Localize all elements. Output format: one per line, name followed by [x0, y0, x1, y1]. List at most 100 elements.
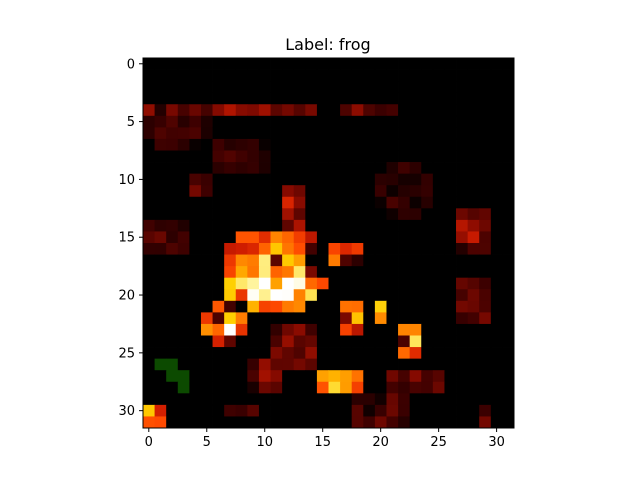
pixel — [363, 138, 376, 151]
pixel — [316, 358, 329, 371]
pixel — [479, 300, 492, 313]
pixel — [293, 69, 306, 82]
pixel — [247, 231, 260, 244]
pixel — [490, 289, 503, 302]
pixel — [247, 393, 260, 406]
pixel — [235, 312, 248, 325]
pixel — [235, 254, 248, 267]
pixel — [479, 404, 492, 417]
pixel — [456, 393, 469, 406]
pixel — [467, 300, 480, 313]
pixel — [212, 347, 225, 360]
pixel — [432, 219, 445, 232]
plot-frame — [142, 57, 515, 429]
pixel — [432, 115, 445, 128]
pixel — [398, 127, 411, 140]
pixel — [421, 231, 434, 244]
pixel — [456, 185, 469, 198]
pixel — [305, 69, 318, 82]
pixel — [432, 185, 445, 198]
pixel — [270, 92, 283, 105]
pixel — [235, 69, 248, 82]
pixel — [328, 185, 341, 198]
pixel — [247, 300, 260, 313]
pixel — [363, 208, 376, 221]
pixel — [456, 277, 469, 290]
pixel — [166, 289, 179, 302]
pixel — [212, 150, 225, 163]
pixel — [189, 300, 202, 313]
pixel — [235, 393, 248, 406]
pixel — [432, 81, 445, 94]
pixel — [456, 370, 469, 383]
pixel — [490, 254, 503, 267]
pixel — [154, 115, 167, 128]
pixel — [421, 196, 434, 209]
pixel — [421, 347, 434, 360]
pixel — [421, 254, 434, 267]
pixel — [270, 266, 283, 279]
pixel — [258, 138, 271, 151]
pixel — [247, 81, 260, 94]
pixel — [177, 254, 190, 267]
pixel — [200, 347, 213, 360]
pixel — [270, 69, 283, 82]
pixel — [189, 289, 202, 302]
pixel — [502, 416, 515, 429]
pixel — [235, 243, 248, 255]
pixel — [200, 115, 213, 128]
pixel — [270, 231, 283, 244]
pixel — [444, 81, 457, 94]
pixel — [282, 335, 295, 348]
pixel — [421, 173, 434, 186]
pixel — [386, 323, 399, 336]
pixel — [467, 219, 480, 232]
pixel — [363, 323, 376, 336]
pixel — [235, 150, 248, 163]
pixel — [270, 277, 283, 290]
pixel — [282, 416, 295, 429]
pixel — [432, 266, 445, 279]
pixel — [305, 185, 318, 198]
pixel — [305, 300, 318, 313]
pixel — [177, 173, 190, 186]
pixel — [189, 69, 202, 82]
pixel — [467, 347, 480, 360]
pixel — [143, 173, 155, 186]
pixel — [212, 277, 225, 290]
pixel — [200, 219, 213, 232]
pixel — [351, 335, 364, 348]
pixel — [212, 196, 225, 209]
pixel — [479, 127, 492, 140]
pixel — [316, 277, 329, 290]
pixel — [328, 254, 341, 267]
pixel — [374, 92, 387, 105]
pixel — [374, 266, 387, 279]
pixel — [467, 150, 480, 163]
pixel — [398, 381, 411, 394]
y-tick-label: 25 — [118, 346, 135, 361]
pixel — [363, 370, 376, 383]
pixel — [212, 300, 225, 313]
pixel — [282, 150, 295, 163]
pixel — [270, 127, 283, 140]
pixel — [258, 150, 271, 163]
pixel — [282, 58, 295, 70]
pixel — [386, 81, 399, 94]
pixel — [212, 115, 225, 128]
pixel — [224, 219, 237, 232]
pixel — [374, 208, 387, 221]
pixel — [374, 312, 387, 325]
pixel — [235, 173, 248, 186]
pixel — [143, 162, 155, 175]
pixel — [409, 115, 422, 128]
pixel — [316, 266, 329, 279]
pixel — [467, 104, 480, 117]
pixel — [166, 162, 179, 175]
pixel — [398, 81, 411, 94]
pixel — [293, 243, 306, 255]
pixel — [200, 92, 213, 105]
pixel — [282, 370, 295, 383]
pixel — [490, 404, 503, 417]
pixel — [479, 381, 492, 394]
